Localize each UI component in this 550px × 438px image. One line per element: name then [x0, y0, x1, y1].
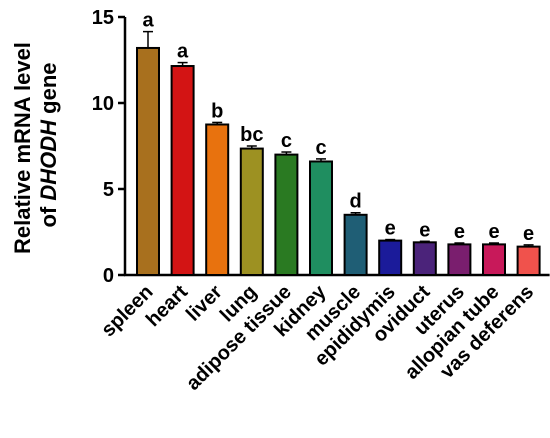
significance-label: a: [177, 41, 189, 63]
x-tick-label: liver: [182, 281, 227, 326]
significance-label: c: [315, 137, 326, 159]
bar: [516, 245, 541, 276]
significance-label: e: [454, 221, 465, 243]
y-axis-title: Relative mRNA level of DHODH gene: [10, 36, 61, 254]
significance-label: e: [419, 219, 430, 241]
bar: [309, 160, 333, 276]
significance-label: c: [281, 130, 292, 152]
significance-label: d: [349, 191, 361, 213]
significance-label: e: [488, 221, 499, 243]
bar: [239, 147, 264, 276]
bar: [170, 65, 195, 276]
significance-label: e: [523, 223, 534, 245]
significance-label: e: [385, 218, 396, 240]
bar: [274, 153, 299, 277]
bar: [205, 123, 230, 276]
bar: [412, 241, 437, 277]
y-axis: 0 5 10 15: [92, 7, 550, 287]
significance-label: a: [142, 10, 154, 32]
x-tick-label: heart: [142, 281, 192, 331]
y-tick-label: 5: [103, 179, 114, 201]
y-axis-title-line1: Relative mRNA level: [10, 42, 35, 254]
y-tick-label: 0: [103, 265, 114, 287]
bar: [136, 46, 160, 276]
y-axis-title-suffix: gene: [36, 62, 61, 119]
y-tick-label: 15: [92, 7, 114, 29]
significance-label: b: [211, 100, 223, 122]
significance-label: bc: [240, 124, 263, 146]
y-axis-title-gene: DHODH: [36, 119, 61, 201]
y-axis-title-prefix: of: [36, 201, 61, 228]
bar: [482, 243, 506, 277]
bar: [343, 213, 368, 277]
bar: [378, 239, 403, 277]
bar: [447, 243, 472, 277]
y-axis-title-line2: of DHODH gene: [36, 62, 61, 227]
y-tick-label: 10: [92, 93, 114, 115]
